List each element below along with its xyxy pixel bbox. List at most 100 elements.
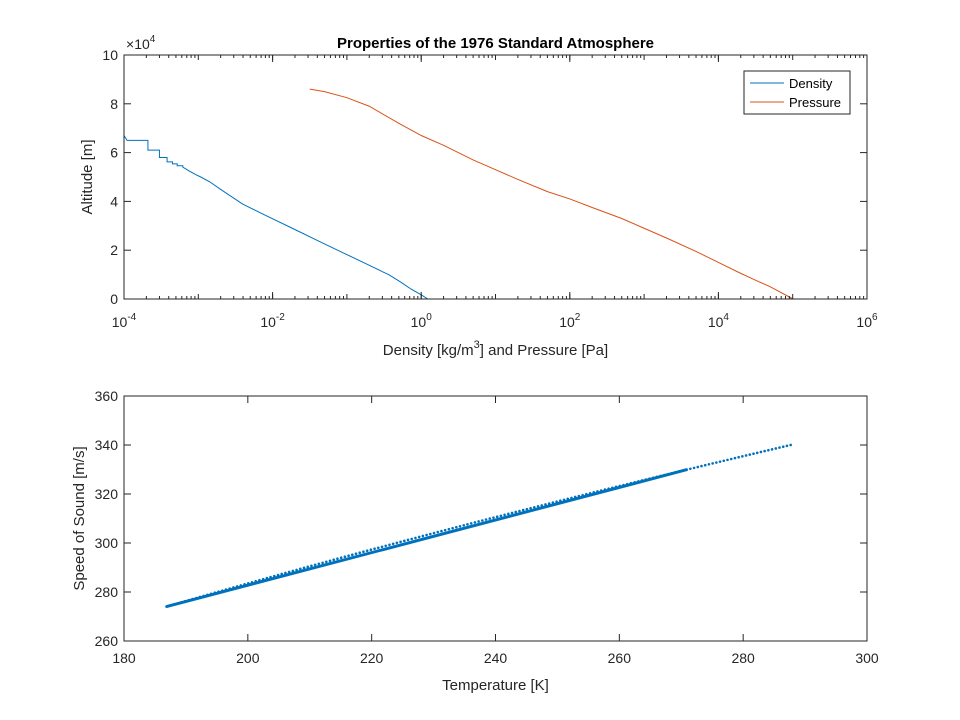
- x-tick-label: 10-4: [112, 312, 137, 330]
- data-point: [306, 565, 310, 569]
- data-point: [384, 544, 388, 548]
- data-point: [744, 454, 748, 457]
- data-point: [388, 543, 391, 547]
- y-axis-label: Speed of Sound [m/s]: [71, 446, 88, 590]
- data-point: [507, 512, 510, 516]
- data-point: [729, 457, 733, 461]
- series-line-density: [123, 122, 429, 300]
- data-point: [287, 570, 291, 574]
- x-axis-label: Temperature [K]: [442, 677, 549, 694]
- data-point: [328, 559, 332, 563]
- x-tick-label: 300: [855, 650, 879, 666]
- y-tick-label: 0: [110, 291, 118, 307]
- x-tick-label: 280: [731, 650, 755, 666]
- data-point: [763, 449, 766, 453]
- data-point: [770, 448, 774, 451]
- data-point: [484, 518, 488, 521]
- y-tick-label: 6: [110, 145, 118, 161]
- data-point: [462, 523, 466, 527]
- data-point: [544, 503, 547, 506]
- data-point: [510, 511, 514, 515]
- data-point: [324, 560, 328, 564]
- data-point: [752, 452, 755, 456]
- data-point: [540, 504, 544, 507]
- series-line-pressure: [309, 88, 794, 300]
- data-point: [755, 451, 759, 455]
- y-tick-label: 10: [102, 47, 118, 63]
- data-point: [711, 462, 714, 465]
- data-point: [455, 525, 458, 529]
- y-tick-label: 340: [95, 437, 119, 453]
- data-point: [466, 523, 469, 526]
- data-point: [376, 546, 380, 550]
- data-point: [789, 443, 792, 447]
- data-point: [499, 514, 503, 518]
- data-point: [347, 554, 350, 558]
- data-point: [440, 529, 443, 533]
- data-point: [481, 519, 484, 522]
- dense-point-cluster: [166, 468, 688, 609]
- data-point: [737, 455, 740, 459]
- x-tick-label: 200: [236, 650, 260, 666]
- data-point: [313, 563, 317, 567]
- data-point: [332, 558, 336, 562]
- data-point: [302, 566, 306, 570]
- data-point: [488, 517, 492, 520]
- data-point: [406, 538, 410, 542]
- x-tick-label: 180: [112, 650, 136, 666]
- data-point: [703, 463, 707, 467]
- data-point: [781, 445, 785, 449]
- x-tick-label: 260: [608, 650, 632, 666]
- data-point: [458, 524, 462, 528]
- data-point: [436, 530, 440, 534]
- data-point: [495, 515, 499, 518]
- data-point: [529, 506, 532, 510]
- data-point: [298, 567, 302, 571]
- y-multiplier-label: ×104: [126, 34, 156, 52]
- data-point: [447, 527, 451, 531]
- chart-title: Properties of the 1976 Standard Atmosphe…: [337, 35, 654, 52]
- data-point: [692, 466, 696, 470]
- y-tick-label: 280: [95, 584, 119, 600]
- y-tick-label: 320: [95, 486, 119, 502]
- data-point: [451, 526, 454, 530]
- data-point: [350, 553, 354, 557]
- data-point: [473, 521, 477, 524]
- data-point: [373, 547, 376, 551]
- data-point: [291, 569, 295, 573]
- y-tick-label: 360: [95, 388, 119, 404]
- data-point: [414, 536, 417, 540]
- data-point: [417, 535, 421, 539]
- data-point: [785, 444, 789, 448]
- data-point: [362, 550, 365, 554]
- data-point: [525, 507, 529, 511]
- x-tick-label: 106: [856, 312, 878, 330]
- data-point: [514, 510, 518, 514]
- data-point: [492, 516, 495, 519]
- y-tick-label: 300: [95, 535, 119, 551]
- data-point: [358, 551, 362, 555]
- data-point: [741, 455, 744, 458]
- data-point: [425, 533, 428, 537]
- data-point: [369, 548, 373, 552]
- y-axis-label: Altitude [m]: [79, 139, 96, 214]
- data-point: [774, 447, 778, 450]
- data-point: [410, 537, 414, 541]
- data-point: [733, 456, 737, 460]
- legend-box: [743, 70, 851, 115]
- data-point: [321, 561, 324, 565]
- data-point: [469, 522, 473, 525]
- data-point: [715, 461, 718, 464]
- data-point: [759, 450, 763, 454]
- data-point: [696, 465, 700, 469]
- data-point: [778, 446, 781, 449]
- data-point: [429, 532, 432, 536]
- y-tick-label: 8: [110, 96, 118, 112]
- x-tick-label: 220: [360, 650, 384, 666]
- x-tick-label: 240: [484, 650, 508, 666]
- data-point: [718, 460, 722, 463]
- top-axes: 10-4 10-2 100 102 104 106 0 2 4 6 8 10 ×104 Propertie…: [79, 34, 878, 359]
- x-tick-label: 104: [708, 312, 730, 330]
- data-point: [748, 453, 752, 456]
